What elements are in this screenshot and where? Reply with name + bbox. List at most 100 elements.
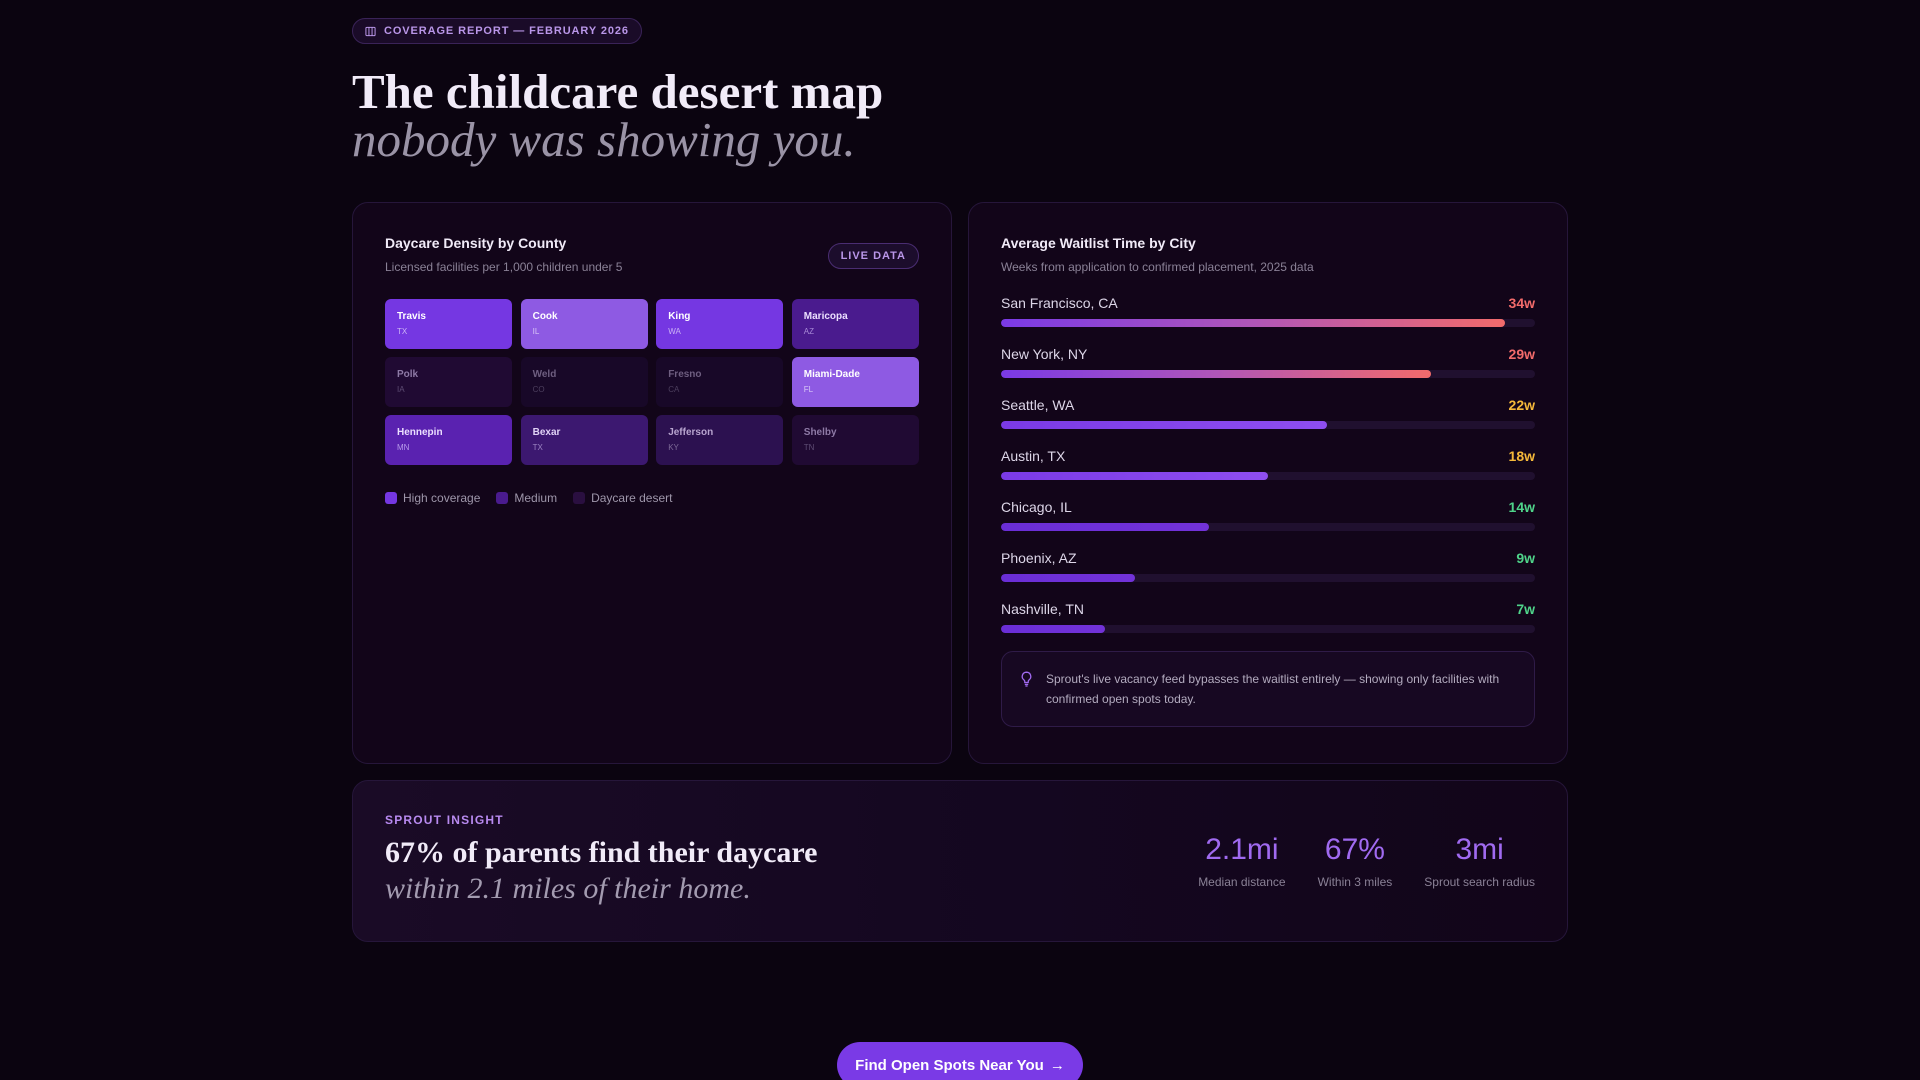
density-card: Daycare Density by County Licensed facil… [352,202,952,764]
waitlist-bar-track [1001,421,1535,429]
hero: The childcare desert map nobody was show… [352,64,1568,167]
insight-stat: 2.1mi Median distance [1198,833,1285,889]
legend-swatch [385,492,397,504]
waitlist-bar-fill [1001,370,1432,378]
waitlist-card-subtitle: Weeks from application to confirmed plac… [1001,260,1314,274]
county-state: CA [668,385,680,394]
county-name: Miami-Dade [803,369,860,380]
county-tile[interactable]: Shelby TN [791,415,919,465]
stat-value: 2.1mi [1205,833,1279,866]
county-state: KY [668,443,679,452]
waitlist-bar-fill [1001,421,1328,429]
county-tile[interactable]: Cook IL [520,299,648,349]
waitlist-bar-track [1001,523,1535,531]
waitlist-row-head: New York, NY 29w [1001,345,1535,363]
insight-panel: SPROUT INSIGHT 67% of parents find their… [352,780,1568,942]
waitlist-value: 9w [1516,550,1535,566]
county-tile[interactable]: Jefferson KY [656,415,784,465]
waitlist-row-head: Chicago, IL 14w [1001,498,1535,516]
insight-stat: 67% Within 3 miles [1318,833,1393,889]
county-tile[interactable]: Fresno CA [656,357,784,407]
waitlist-row: New York, NY 29w [1001,345,1535,378]
county-tile[interactable]: Weld CO [520,357,648,407]
density-legend: High coverage Medium Daycare desert [385,491,919,505]
legend-swatch [496,492,509,504]
density-card-subtitle: Licensed facilities per 1,000 children u… [385,260,623,274]
county-name: Polk [397,369,419,380]
waitlist-bar-track [1001,370,1535,378]
stat-label: Within 3 miles [1317,875,1393,889]
county-name: Fresno [668,369,702,380]
county-tile[interactable]: Polk IA [385,357,512,407]
county-name: Shelby [803,427,837,438]
waitlist-bar-fill [1001,625,1105,633]
county-tile[interactable]: Travis TX [385,299,512,349]
county-name: King [668,311,691,322]
waitlist-bar-fill [1001,319,1506,327]
county-name: Cook [532,311,558,322]
county-name: Travis [397,311,426,322]
county-name: Weld [532,369,557,380]
city-label: Chicago, IL [1001,499,1072,515]
waitlist-bar-fill [1001,472,1268,480]
legend-label: High coverage [403,491,481,505]
cards-row: Daycare Density by County Licensed facil… [352,202,1568,764]
legend-item: Daycare desert [573,491,672,505]
county-name: Maricopa [803,311,848,322]
insight-label: SPROUT INSIGHT [385,813,504,827]
county-tile[interactable]: Hennepin MN [385,415,512,465]
legend-label: Daycare desert [591,491,673,505]
city-label: San Francisco, CA [1001,295,1118,311]
county-state: IA [397,385,405,394]
waitlist-value: 18w [1508,448,1535,464]
legend-label: Medium [514,491,558,505]
county-tile[interactable]: Maricopa AZ [791,299,919,349]
find-open-spots-button[interactable]: Find Open Spots Near You → [837,1042,1083,1080]
insight-subheadline: within 2.1 miles of their home. [385,872,751,905]
waitlist-row-head: San Francisco, CA 34w [1001,294,1535,312]
waitlist-row: Austin, TX 18w [1001,447,1535,480]
stat-value: 67% [1324,833,1385,866]
waitlist-row: Nashville, TN 7w [1001,600,1535,633]
waitlist-value: 7w [1516,601,1535,617]
county-name: Bexar [532,427,561,438]
county-state: AZ [803,327,815,336]
legend-item: Medium [496,491,557,505]
insight-stats: 2.1mi Median distance 67% Within 3 miles 3mi… [1198,833,1535,889]
report-badge: COVERAGE REPORT — FEBRUARY 2026 [352,18,642,44]
waitlist-row-head: Seattle, WA 22w [1001,396,1535,414]
page-title: The childcare desert map [352,64,884,119]
city-label: Seattle, WA [1001,397,1075,413]
county-state: TN [803,443,815,452]
city-label: Phoenix, AZ [1001,550,1077,566]
waitlist-row: San Francisco, CA 34w [1001,294,1535,327]
county-tile[interactable]: Miami-Dade FL [791,357,919,407]
waitlist-value: 29w [1508,346,1535,362]
cta-label: Find Open Spots Near You [855,1056,1044,1074]
county-tile[interactable]: King WA [656,299,784,349]
page-subtitle: nobody was showing you. [352,112,856,167]
county-state: CO [532,385,545,394]
lightbulb-icon [1021,671,1032,687]
waitlist-bar-fill [1001,523,1209,531]
insight-headline: 67% of parents find their daycare [385,836,818,869]
stat-value: 3mi [1455,833,1504,866]
county-state: WA [668,327,681,336]
city-label: Austin, TX [1001,448,1066,464]
county-name: Hennepin [397,427,443,438]
waitlist-row-head: Phoenix, AZ 9w [1001,549,1535,567]
page: COVERAGE REPORT — FEBRUARY 2026 The chil… [352,18,1568,942]
insight-stat: 3mi Sprout search radius [1424,833,1535,889]
county-name: Jefferson [668,427,714,438]
map-icon [365,26,376,36]
county-state: MN [397,443,410,452]
city-label: Nashville, TN [1001,601,1084,617]
county-grid: Travis TX Cook IL King WA Maricopa AZ Polk IA Weld… [385,299,919,465]
waitlist-row-head: Austin, TX 18w [1001,447,1535,465]
stat-label: Median distance [1198,875,1286,889]
waitlist-bar-fill [1001,574,1135,582]
county-state: IL [532,327,540,336]
waitlist-row: Seattle, WA 22w [1001,396,1535,429]
vacancy-tip-text: Sprout's live vacancy feed bypasses the … [1046,672,1500,706]
county-tile[interactable]: Bexar TX [520,415,648,465]
